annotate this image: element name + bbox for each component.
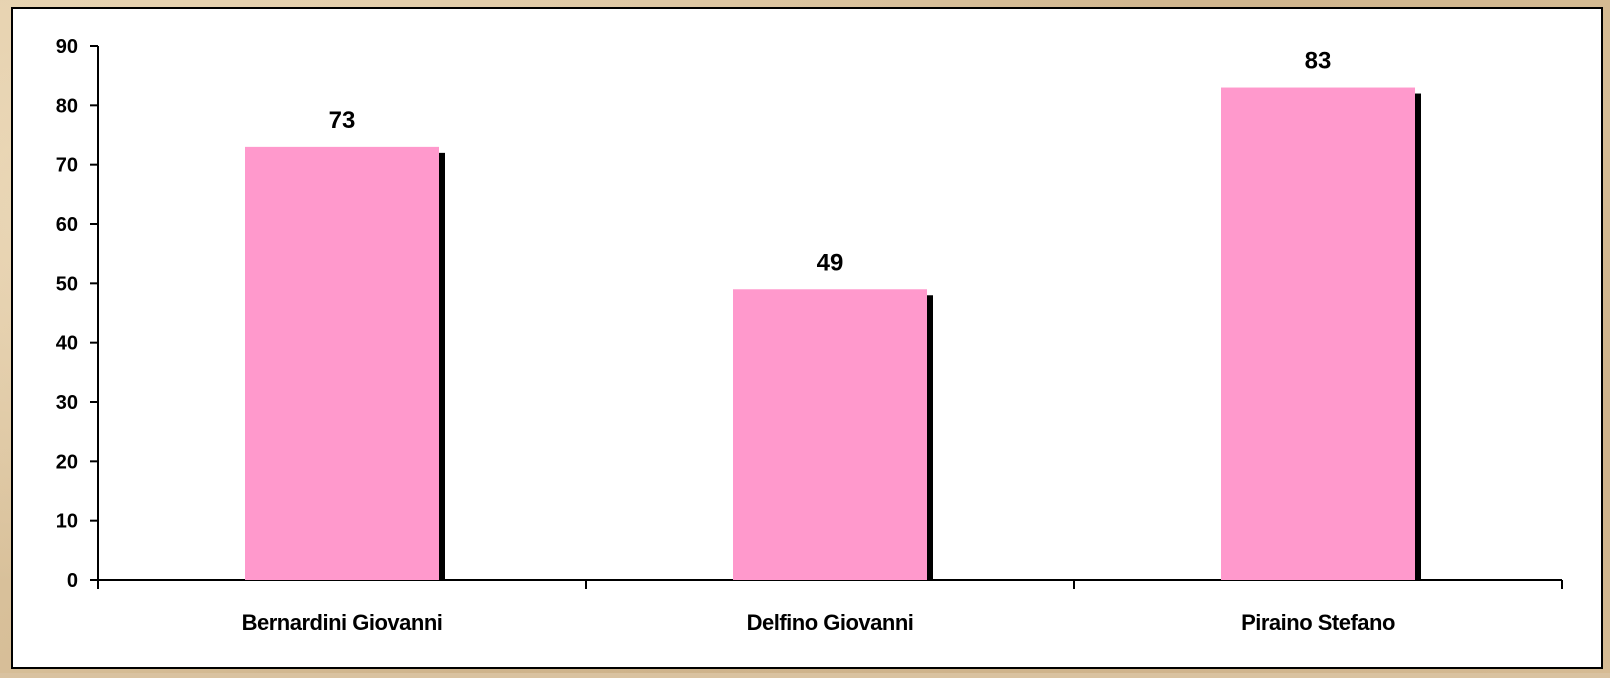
data-label: 49 xyxy=(817,249,844,276)
y-tick-label: 20 xyxy=(56,451,78,473)
category-label: Bernardini Giovanni xyxy=(242,610,443,635)
y-tick-label: 40 xyxy=(56,333,78,355)
y-tick-label: 0 xyxy=(67,570,78,592)
category-label: Piraino Stefano xyxy=(1241,610,1395,635)
chart-marks: 0 10 20 30 40 50 60 70 80 90 73 Bernardini Giovanni… xyxy=(56,36,1563,635)
y-tick-label: 60 xyxy=(56,214,78,236)
y-tick-label: 50 xyxy=(56,273,78,295)
y-tick-label: 70 xyxy=(56,155,78,177)
data-label: 83 xyxy=(1305,48,1332,75)
data-label: 73 xyxy=(329,107,356,134)
bar-3 xyxy=(1221,87,1415,581)
bar-2 xyxy=(733,289,927,580)
bar-1 xyxy=(245,146,439,580)
y-tick-label: 80 xyxy=(56,95,78,117)
y-tick-label: 10 xyxy=(56,511,78,533)
y-tick-label: 90 xyxy=(56,36,78,58)
category-label: Delfino Giovanni xyxy=(747,610,914,635)
y-tick-label: 30 xyxy=(56,392,78,414)
